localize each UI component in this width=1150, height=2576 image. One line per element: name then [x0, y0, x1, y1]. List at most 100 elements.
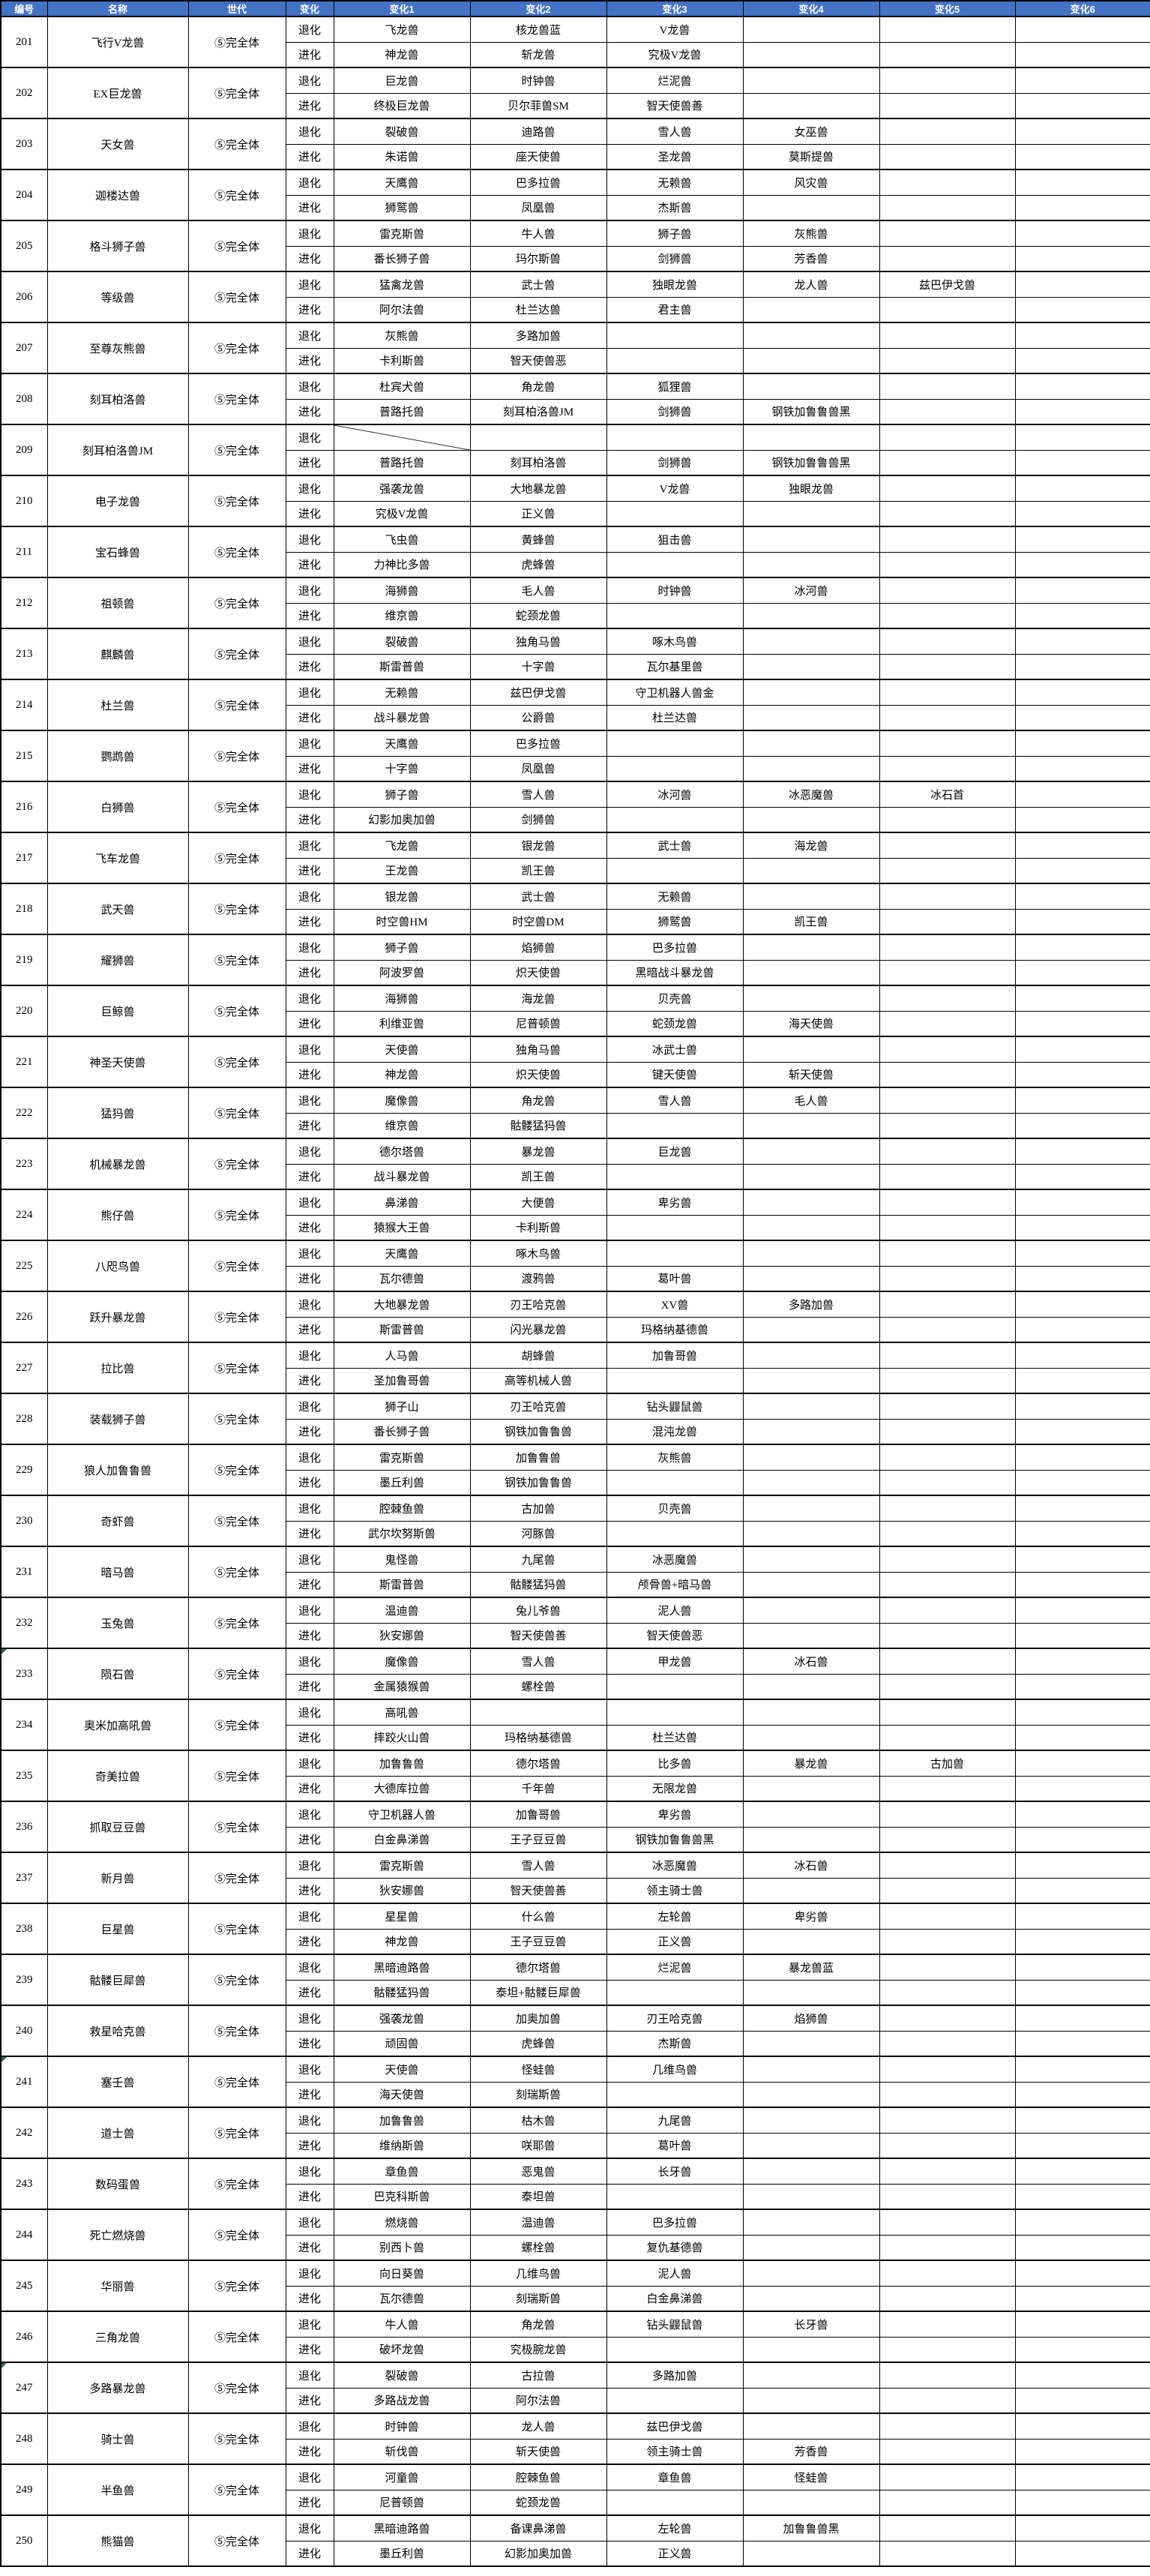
evolve-change-cell[interactable]: 斩天使兽	[742, 1061, 880, 1088]
devolve-change-cell[interactable]	[1014, 1342, 1150, 1369]
devolve-change-cell[interactable]: 啄木鸟兽	[606, 628, 744, 655]
devolve-change-cell[interactable]	[879, 475, 1016, 502]
row-name-cell[interactable]: 数码蛋兽	[46, 2158, 189, 2210]
evolve-change-cell[interactable]: 杜兰达兽	[606, 704, 744, 731]
evolve-change-cell[interactable]	[1014, 2132, 1150, 2159]
evolve-change-cell[interactable]	[1014, 2183, 1150, 2210]
evolve-label-cell[interactable]: 进化	[285, 194, 334, 221]
evolve-change-cell[interactable]	[1014, 500, 1150, 527]
evolve-change-cell[interactable]: 黑暗战斗暴龙兽	[606, 959, 744, 986]
devolve-change-cell[interactable]: 毛人兽	[469, 577, 607, 604]
evolve-change-cell[interactable]: 公爵兽	[469, 704, 607, 731]
evolve-change-cell[interactable]: 维纳斯兽	[333, 2132, 471, 2159]
evolve-label-cell[interactable]: 进化	[285, 41, 334, 68]
devolve-change-cell[interactable]	[742, 1495, 880, 1522]
evolve-change-cell[interactable]	[879, 2540, 1016, 2567]
devolve-change-cell[interactable]: 牛人兽	[469, 220, 607, 247]
row-number-cell[interactable]: 237	[0, 1852, 48, 1904]
evolve-change-cell[interactable]: 无限龙兽	[606, 1775, 744, 1802]
evolve-change-cell[interactable]	[606, 1979, 744, 2006]
evolve-change-cell[interactable]: 朱诺兽	[333, 143, 471, 170]
evolve-change-cell[interactable]: 卡利斯兽	[469, 1214, 607, 1241]
devolve-change-cell[interactable]	[879, 1597, 1016, 1624]
devolve-change-cell[interactable]	[879, 1801, 1016, 1828]
devolve-change-cell[interactable]	[1014, 781, 1150, 808]
evolve-change-cell[interactable]	[742, 2132, 880, 2159]
devolve-change-cell[interactable]: 无赖兽	[606, 169, 744, 196]
devolve-label-cell[interactable]: 退化	[285, 67, 334, 94]
devolve-change-cell[interactable]: 贝壳兽	[606, 985, 744, 1012]
row-number-cell[interactable]: 232	[0, 1597, 48, 1649]
devolve-change-cell[interactable]: 龙人兽	[469, 2413, 607, 2440]
evolve-change-cell[interactable]	[879, 908, 1016, 935]
evolve-change-cell[interactable]: 钢铁加鲁鲁兽	[469, 1418, 607, 1445]
evolve-change-cell[interactable]	[1014, 1214, 1150, 1241]
evolve-change-cell[interactable]: 正义兽	[606, 2540, 744, 2567]
devolve-change-cell[interactable]: 德尔塔兽	[469, 1750, 607, 1777]
row-number-cell[interactable]: 236	[0, 1801, 48, 1853]
evolve-change-cell[interactable]	[742, 1877, 880, 1904]
evolve-change-cell[interactable]	[879, 653, 1016, 680]
devolve-change-cell[interactable]: 魔像兽	[333, 1648, 471, 1675]
evolve-label-cell[interactable]: 进化	[285, 551, 334, 578]
evolve-change-cell[interactable]: 金属猿猴兽	[333, 1673, 471, 1700]
evolve-change-cell[interactable]	[1014, 2030, 1150, 2057]
evolve-change-cell[interactable]	[879, 1112, 1016, 1139]
evolve-change-cell[interactable]	[879, 959, 1016, 986]
devolve-change-cell[interactable]: 卑劣兽	[606, 1189, 744, 1216]
evolve-change-cell[interactable]	[879, 755, 1016, 782]
evolve-change-cell[interactable]: 幻影加奥加兽	[469, 2540, 607, 2567]
evolve-change-cell[interactable]: 破坏龙兽	[333, 2336, 471, 2363]
row-name-cell[interactable]: 奇美拉兽	[46, 1750, 189, 1802]
devolve-change-cell[interactable]: 海狮兽	[333, 985, 471, 1012]
evolve-change-cell[interactable]: 刻耳柏洛兽	[469, 449, 607, 476]
row-number-cell[interactable]: 206	[0, 271, 48, 323]
devolve-change-cell[interactable]: 多路加兽	[742, 1291, 880, 1318]
evolve-change-cell[interactable]	[742, 500, 880, 527]
evolve-label-cell[interactable]: 进化	[285, 2540, 334, 2567]
evolve-change-cell[interactable]: 王子豆豆兽	[469, 1928, 607, 1955]
evolve-change-cell[interactable]	[1014, 551, 1150, 578]
evolve-change-cell[interactable]	[606, 1112, 744, 1139]
evolve-change-cell[interactable]: 斩龙兽	[469, 41, 607, 68]
evolve-change-cell[interactable]: 千年兽	[469, 1775, 607, 1802]
evolve-change-cell[interactable]: 时空兽HM	[333, 908, 471, 935]
evolve-change-cell[interactable]	[1014, 1826, 1150, 1853]
devolve-change-cell[interactable]	[1014, 2209, 1150, 2236]
devolve-change-cell[interactable]: 牛人兽	[333, 2311, 471, 2338]
row-number-cell[interactable]: 222	[0, 1087, 48, 1139]
evolve-change-cell[interactable]: 狮鹫兽	[333, 194, 471, 221]
row-gen-cell[interactable]: ⑤完全体	[187, 1852, 286, 1904]
devolve-change-cell[interactable]	[1014, 1699, 1150, 1726]
row-gen-cell[interactable]: ⑤完全体	[187, 2413, 286, 2465]
devolve-change-cell[interactable]	[1014, 1495, 1150, 1522]
evolve-change-cell[interactable]: 十字兽	[469, 653, 607, 680]
devolve-change-cell[interactable]: 暴龙兽	[742, 1750, 880, 1777]
devolve-change-cell[interactable]	[879, 730, 1016, 757]
evolve-change-cell[interactable]: 钢铁加鲁鲁兽	[469, 1469, 607, 1496]
evolve-change-cell[interactable]: 钢铁加鲁鲁兽黑	[606, 1826, 744, 1853]
devolve-change-cell[interactable]: 灰熊兽	[606, 1444, 744, 1471]
evolve-change-cell[interactable]	[742, 1520, 880, 1547]
evolve-change-cell[interactable]	[879, 92, 1016, 119]
row-name-cell[interactable]: 迦楼达兽	[46, 169, 189, 221]
devolve-change-cell[interactable]	[1014, 2413, 1150, 2440]
devolve-label-cell[interactable]: 退化	[285, 832, 334, 859]
evolve-change-cell[interactable]	[1014, 1622, 1150, 1649]
devolve-change-cell[interactable]	[742, 2107, 880, 2134]
evolve-change-cell[interactable]: 智天使兽善	[469, 1622, 607, 1649]
devolve-label-cell[interactable]: 退化	[285, 220, 334, 247]
devolve-change-cell[interactable]: 巴多拉兽	[469, 169, 607, 196]
row-name-cell[interactable]: 半鱼兽	[46, 2464, 189, 2516]
evolve-change-cell[interactable]: 阿尔法兽	[469, 2387, 607, 2414]
devolve-change-cell[interactable]	[1014, 169, 1150, 196]
devolve-change-cell[interactable]	[879, 2515, 1016, 2542]
evolve-change-cell[interactable]	[742, 2285, 880, 2312]
devolve-label-cell[interactable]: 退化	[285, 1240, 334, 1267]
devolve-change-cell[interactable]: 天使兽	[333, 1036, 471, 1063]
devolve-change-cell[interactable]: 九尾兽	[606, 2107, 744, 2134]
evolve-change-cell[interactable]	[879, 1010, 1016, 1037]
evolve-change-cell[interactable]: 圣龙兽	[606, 143, 744, 170]
devolve-label-cell[interactable]: 退化	[285, 1393, 334, 1420]
row-name-cell[interactable]: 电子龙兽	[46, 475, 189, 527]
